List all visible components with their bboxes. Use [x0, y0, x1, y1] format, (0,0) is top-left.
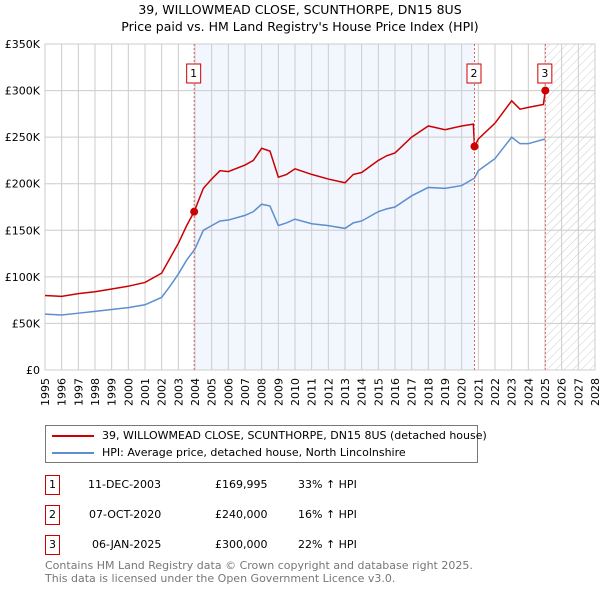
- x-tick-label: 2008: [256, 378, 269, 406]
- shaded-period: [194, 44, 475, 370]
- marker-badge: 3: [45, 535, 60, 555]
- legend-hpi: HPI: Average price, detached house, Nort…: [52, 446, 406, 459]
- x-tick-label: 2026: [556, 378, 569, 406]
- x-tick-label: 2027: [572, 378, 585, 406]
- x-tick-label: 1995: [39, 378, 52, 406]
- transaction-row: 2 07-OCT-2020 £240,000 16% ↑ HPI: [45, 505, 495, 525]
- sale-point: [541, 86, 550, 95]
- x-tick-label: 2011: [306, 378, 319, 406]
- x-tick-label: 2013: [339, 378, 352, 406]
- sale-point: [190, 207, 199, 216]
- x-tick-label: 2010: [289, 378, 302, 406]
- x-tick-label: 2012: [322, 378, 335, 406]
- blue-line-icon: [52, 452, 94, 454]
- x-tick-label: 2001: [139, 378, 152, 406]
- x-tick-label: 2017: [406, 378, 419, 406]
- sale-label-box: [466, 63, 482, 84]
- sale-label-box: [186, 63, 202, 84]
- date: 11-DEC-2003: [88, 478, 162, 491]
- x-tick-label: 2005: [206, 378, 219, 406]
- chart-title: 39, WILLOWMEAD CLOSE, SCUNTHORPE, DN15 8…: [138, 2, 462, 17]
- x-tick-label: 2006: [222, 378, 235, 406]
- y-tick-label: £100K: [5, 271, 41, 284]
- y-tick-label: £150K: [5, 224, 41, 237]
- y-tick-label: £200K: [5, 178, 41, 191]
- legend: 39, WILLOWMEAD CLOSE, SCUNTHORPE, DN15 8…: [45, 425, 487, 463]
- legend-hpi-label: HPI: Average price, detached house, Nort…: [102, 446, 406, 459]
- footer-line1: Contains HM Land Registry data © Crown c…: [45, 559, 473, 572]
- hpi-change: 22% ↑ HPI: [298, 538, 357, 551]
- chart-subtitle: Price paid vs. HM Land Registry's House …: [121, 19, 479, 34]
- x-tick-label: 2003: [172, 378, 185, 406]
- y-tick-label: £250K: [5, 131, 41, 144]
- sale-label: 1: [190, 67, 197, 80]
- x-tick-label: 2018: [422, 378, 435, 406]
- marker-badge: 2: [45, 505, 60, 525]
- hpi-change: 33% ↑ HPI: [298, 478, 357, 491]
- red-line-icon: [52, 435, 94, 437]
- x-tick-label: 2019: [439, 378, 452, 406]
- forecast-hatch: [545, 44, 595, 370]
- transaction-row: 1 11-DEC-2003 £169,995 33% ↑ HPI: [45, 475, 495, 495]
- x-tick-label: 2025: [539, 378, 552, 406]
- x-tick-label: 1996: [56, 378, 69, 406]
- x-tick-label: 1999: [106, 378, 119, 406]
- marker-badge: 1: [45, 475, 60, 495]
- y-tick-label: £350K: [5, 38, 41, 51]
- legend-property-label: 39, WILLOWMEAD CLOSE, SCUNTHORPE, DN15 8…: [102, 429, 487, 442]
- x-tick-label: 1997: [72, 378, 85, 406]
- x-tick-label: 2028: [589, 378, 600, 406]
- price: £169,995: [215, 478, 268, 491]
- y-tick-label: £300K: [5, 85, 41, 98]
- x-tick-label: 2009: [272, 378, 285, 406]
- y-tick-label: £50K: [12, 317, 41, 330]
- x-tick-label: 1998: [89, 378, 102, 406]
- sale-label: 2: [471, 67, 478, 80]
- x-tick-label: 2000: [122, 378, 135, 406]
- x-tick-label: 2014: [356, 378, 369, 406]
- price: £240,000: [215, 508, 268, 521]
- x-tick-label: 2007: [239, 378, 252, 406]
- x-tick-label: 2021: [472, 378, 485, 406]
- x-tick-label: 2022: [489, 378, 502, 406]
- footer: Contains HM Land Registry data © Crown c…: [45, 559, 473, 585]
- date: 06-JAN-2025: [92, 538, 162, 551]
- hpi-change: 16% ↑ HPI: [298, 508, 357, 521]
- x-tick-label: 2002: [156, 378, 169, 406]
- price-chart: 1 2 3 1995 1996 1997 1998 1999 2000 2001 2002 2003 2…: [5, 38, 600, 406]
- date: 07-OCT-2020: [89, 508, 162, 521]
- transaction-row: 3 06-JAN-2025 £300,000 22% ↑ HPI: [45, 535, 495, 555]
- price: £300,000: [215, 538, 268, 551]
- x-tick-label: 2020: [456, 378, 469, 406]
- x-tick-label: 2016: [389, 378, 402, 406]
- sale-label: 3: [541, 67, 548, 80]
- x-tick-label: 2023: [506, 378, 519, 406]
- x-tick-label: 2004: [189, 378, 202, 406]
- sale-point: [470, 142, 479, 151]
- x-tick-label: 2015: [372, 378, 385, 406]
- plot-border: [44, 43, 596, 371]
- series-line: [44, 136, 546, 316]
- footer-line2: This data is licensed under the Open Gov…: [45, 572, 396, 585]
- y-tick-label: £0: [26, 364, 40, 377]
- x-tick-label: 2024: [522, 378, 535, 406]
- legend-property: 39, WILLOWMEAD CLOSE, SCUNTHORPE, DN15 8…: [52, 429, 487, 442]
- sale-label-box: [537, 63, 553, 84]
